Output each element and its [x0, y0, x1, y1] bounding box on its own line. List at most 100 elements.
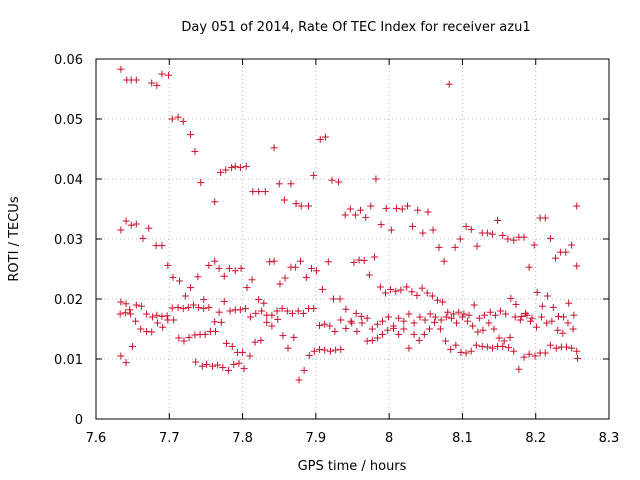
- data-point: [504, 235, 512, 243]
- data-point: [273, 307, 281, 315]
- data-point: [239, 348, 247, 356]
- data-point: [363, 337, 371, 345]
- data-point: [148, 328, 156, 336]
- data-point: [352, 309, 360, 317]
- data-point: [475, 314, 483, 322]
- data-point: [164, 316, 172, 324]
- data-point: [176, 277, 184, 285]
- data-point: [431, 318, 439, 326]
- data-point: [235, 359, 243, 367]
- data-point: [418, 284, 426, 292]
- data-point: [215, 264, 223, 272]
- data-point: [510, 347, 518, 355]
- data-point: [310, 171, 318, 179]
- data-point: [474, 328, 482, 336]
- data-point: [327, 347, 335, 355]
- data-point: [288, 309, 296, 317]
- data-point: [559, 329, 567, 337]
- data-point: [261, 188, 269, 196]
- data-point: [554, 326, 562, 334]
- data-point: [230, 360, 238, 368]
- data-point: [455, 308, 463, 316]
- data-point: [532, 323, 540, 331]
- data-point: [228, 342, 236, 350]
- data-point: [358, 319, 366, 327]
- data-point: [392, 287, 400, 295]
- data-point: [373, 320, 381, 328]
- data-point: [483, 229, 491, 237]
- data-point: [573, 347, 581, 355]
- data-point: [451, 243, 459, 251]
- data-point: [497, 307, 505, 315]
- data-point: [158, 312, 166, 320]
- data-point: [215, 308, 223, 316]
- data-point: [507, 294, 515, 302]
- data-point: [346, 205, 354, 213]
- data-point: [541, 349, 549, 357]
- data-point: [198, 362, 206, 370]
- data-point: [329, 295, 337, 303]
- data-point: [184, 303, 192, 311]
- data-point: [248, 276, 256, 284]
- y-tick-label: 0.06: [54, 53, 83, 68]
- data-point: [275, 180, 283, 188]
- data-point: [437, 316, 445, 324]
- data-point: [470, 301, 478, 309]
- y-tick-label: 0.01: [54, 353, 83, 368]
- data-point: [116, 310, 124, 318]
- data-point: [372, 175, 380, 183]
- data-point: [337, 316, 345, 324]
- data-point: [387, 226, 395, 234]
- data-point: [397, 286, 405, 294]
- data-point: [169, 273, 177, 281]
- data-point: [220, 272, 228, 280]
- data-point: [518, 312, 526, 320]
- data-point: [274, 315, 282, 323]
- data-point: [197, 179, 205, 187]
- data-point: [353, 327, 361, 335]
- data-point: [377, 221, 385, 229]
- data-point: [225, 366, 233, 374]
- data-point: [292, 200, 300, 208]
- data-point: [351, 211, 359, 219]
- data-point: [211, 318, 219, 326]
- data-point: [341, 211, 349, 219]
- data-point: [486, 308, 494, 316]
- data-point: [266, 258, 274, 266]
- data-point: [538, 302, 546, 310]
- data-point: [217, 168, 225, 176]
- data-point: [573, 262, 581, 270]
- data-point: [456, 235, 464, 243]
- data-point: [414, 206, 422, 214]
- data-point: [226, 307, 234, 315]
- data-point: [362, 213, 370, 221]
- data-point: [195, 303, 203, 311]
- data-point: [205, 261, 213, 269]
- data-point: [181, 292, 189, 300]
- x-tick-label: 7.6: [86, 431, 107, 446]
- data-point: [342, 324, 350, 332]
- data-point: [270, 144, 278, 152]
- data-point: [148, 79, 156, 87]
- data-point: [290, 333, 298, 341]
- data-point: [260, 299, 268, 307]
- data-point: [549, 303, 557, 311]
- data-point: [485, 319, 493, 327]
- data-point: [467, 225, 475, 233]
- data-point: [538, 313, 546, 321]
- data-point: [488, 344, 496, 352]
- data-point: [368, 325, 376, 333]
- data-point: [332, 346, 340, 354]
- data-point: [335, 178, 343, 186]
- data-points: [116, 65, 581, 384]
- data-point: [126, 306, 134, 314]
- data-point: [174, 113, 182, 121]
- y-tick-label: 0.05: [54, 113, 83, 128]
- data-point: [220, 297, 228, 305]
- data-point: [121, 309, 129, 317]
- y-axis-label: ROTI / TECUs: [7, 196, 22, 281]
- data-point: [552, 344, 560, 352]
- data-point: [300, 366, 308, 374]
- data-point: [360, 257, 368, 265]
- data-point: [287, 180, 295, 188]
